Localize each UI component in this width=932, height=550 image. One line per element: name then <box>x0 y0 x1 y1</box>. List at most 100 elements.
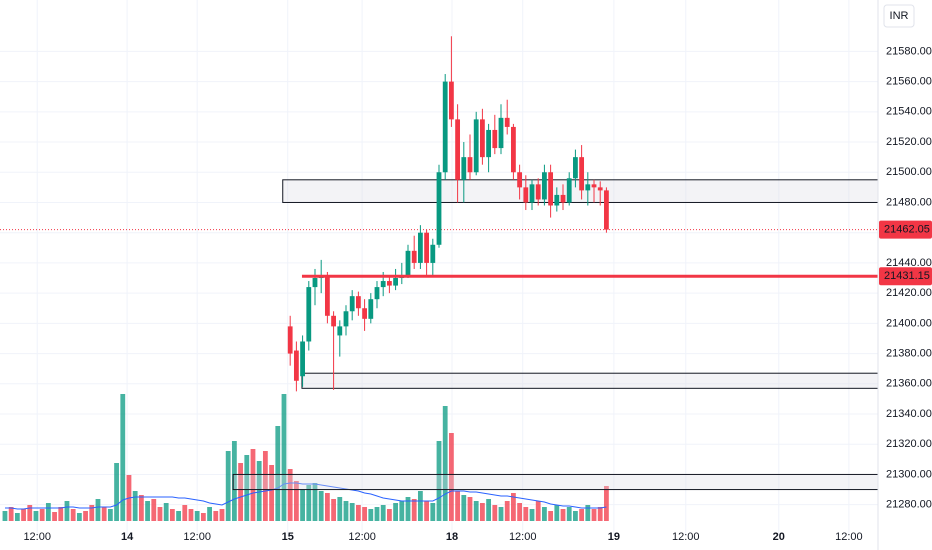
volume-bar <box>169 509 175 521</box>
y-tick-label: 21520.00 <box>886 136 932 148</box>
volume-bar <box>349 503 355 521</box>
volume-bar <box>362 507 367 521</box>
volume-bar <box>504 501 510 521</box>
volume-bar <box>449 433 454 521</box>
volume-bar <box>467 497 473 521</box>
volume-bar <box>511 493 516 521</box>
candle-body <box>331 315 336 327</box>
volume-bar <box>52 512 57 521</box>
level-label: 21431.15 <box>884 270 930 282</box>
volume-bar <box>58 507 64 521</box>
x-tick-label: 15 <box>282 531 294 543</box>
candle-body <box>424 232 429 263</box>
volume-ma-line <box>5 482 607 510</box>
y-tick-label: 21440.00 <box>886 257 932 269</box>
candle-body <box>343 311 349 327</box>
candle-body <box>337 326 343 336</box>
volume-bar <box>89 505 95 521</box>
y-tick-label: 21340.00 <box>886 408 932 420</box>
volume-bar <box>200 513 206 521</box>
candle-body <box>511 126 516 173</box>
volume-bar <box>238 463 243 521</box>
volume-bar <box>368 509 374 521</box>
volume-bar <box>107 509 113 521</box>
candle-body <box>324 275 330 316</box>
candle-body <box>405 250 411 275</box>
volume-bar <box>306 485 312 521</box>
x-tick-label: 12:00 <box>183 531 211 543</box>
candle-body <box>542 172 547 200</box>
candle-body <box>554 194 560 206</box>
volume-bar <box>39 509 45 521</box>
volume-bar <box>83 511 88 521</box>
volume-bar <box>573 511 578 521</box>
volume-bar <box>14 513 20 521</box>
volume-bar <box>405 497 411 521</box>
volume-bar <box>188 509 194 521</box>
volume-bar <box>45 503 51 521</box>
volume-bar <box>207 507 212 521</box>
volume-bar <box>424 501 429 521</box>
y-tick-label: 21540.00 <box>886 106 932 118</box>
volume-bar <box>597 507 603 521</box>
candle-body <box>535 184 541 200</box>
candle-body <box>436 172 442 245</box>
volume-bar <box>95 499 101 521</box>
volume-bar <box>33 511 39 521</box>
candle-body <box>579 157 585 191</box>
volume-bar <box>138 495 144 521</box>
volume-bar <box>287 469 293 521</box>
candle-body <box>306 287 312 342</box>
x-tick-label: 14 <box>121 531 134 543</box>
volume-bar <box>27 505 33 521</box>
candle-body <box>393 278 398 286</box>
candle-body <box>455 119 461 180</box>
volume-bar <box>269 465 274 521</box>
y-tick-label: 21380.00 <box>886 347 932 359</box>
candle-body <box>604 190 609 230</box>
candle-body <box>417 232 423 263</box>
volume-bar <box>250 449 256 521</box>
volume-bar <box>455 491 461 521</box>
volume-bar <box>386 509 392 521</box>
candle-body <box>312 278 318 288</box>
candle-body <box>300 341 305 377</box>
candle-body <box>492 129 498 149</box>
candle-body <box>486 129 492 158</box>
candle-body <box>380 281 386 288</box>
candle-body <box>293 350 299 381</box>
volume-bar <box>76 513 82 521</box>
volume-bar <box>585 505 591 521</box>
volume-bar <box>275 426 281 521</box>
volume-bar <box>64 501 70 521</box>
volume-bar <box>604 486 609 521</box>
volume-bar <box>157 507 163 521</box>
volume-bar <box>579 509 585 521</box>
volume-bar <box>535 501 541 521</box>
volume-bar <box>461 495 467 521</box>
volume-bar <box>566 507 572 521</box>
last-price-label: 21462.05 <box>884 224 930 236</box>
volume-bar <box>145 501 150 521</box>
y-tick-label: 21560.00 <box>886 75 932 87</box>
x-tick-label: 12:00 <box>672 531 700 543</box>
candle-body <box>430 244 436 263</box>
volume-bar <box>101 507 107 521</box>
candle-body <box>386 281 392 286</box>
volume-bar <box>219 509 225 521</box>
volume-bar <box>492 505 498 521</box>
candle-body <box>585 184 591 191</box>
volume-bar <box>374 507 380 521</box>
candle-body <box>449 81 454 120</box>
volume-bar <box>480 503 485 521</box>
volume-bar <box>411 499 417 521</box>
level-tag <box>879 267 932 286</box>
volume-bar <box>591 509 597 521</box>
volume-bar <box>380 505 386 521</box>
candle-body <box>467 157 473 173</box>
y-tick-label: 21420.00 <box>886 287 932 299</box>
volume-bar <box>399 501 405 521</box>
volume-bar <box>343 501 349 521</box>
